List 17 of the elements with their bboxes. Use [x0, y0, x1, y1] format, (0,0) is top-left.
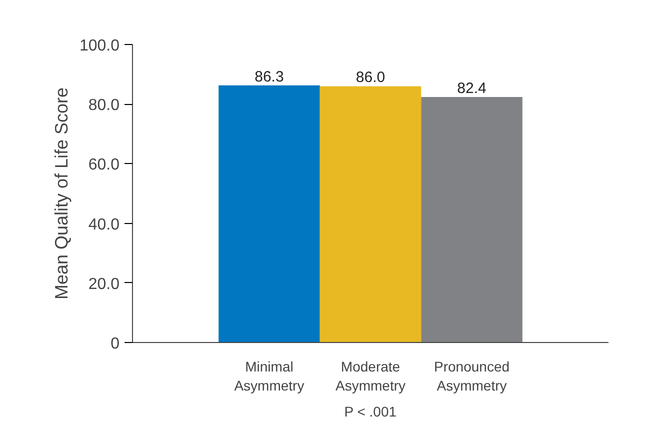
y-tick-label: 0 [110, 336, 120, 352]
y-tick-label: 80.0 [88, 97, 120, 114]
bar [218, 85, 320, 342]
y-tick-label: 20.0 [88, 276, 120, 293]
text: P < .001 [344, 404, 397, 420]
x-tick-label: Moderate Asymmetry [336, 358, 406, 394]
y-tick-label: 40.0 [88, 216, 120, 234]
y-axis-title: Mean Quality of Life Score [51, 87, 72, 300]
data-label: 86.3 [254, 68, 284, 86]
y-tick-label: 60.0 [88, 156, 120, 174]
bar [320, 86, 422, 342]
data-label: 86.0 [356, 69, 386, 86]
x-tick-label: Minimal Asymmetry [234, 358, 304, 394]
x-tick-label: Pronounced Asymmetry [434, 358, 510, 394]
bar [421, 96, 522, 342]
data-label: 82.4 [457, 80, 486, 97]
y-tick-label: 100.0 [79, 38, 120, 54]
